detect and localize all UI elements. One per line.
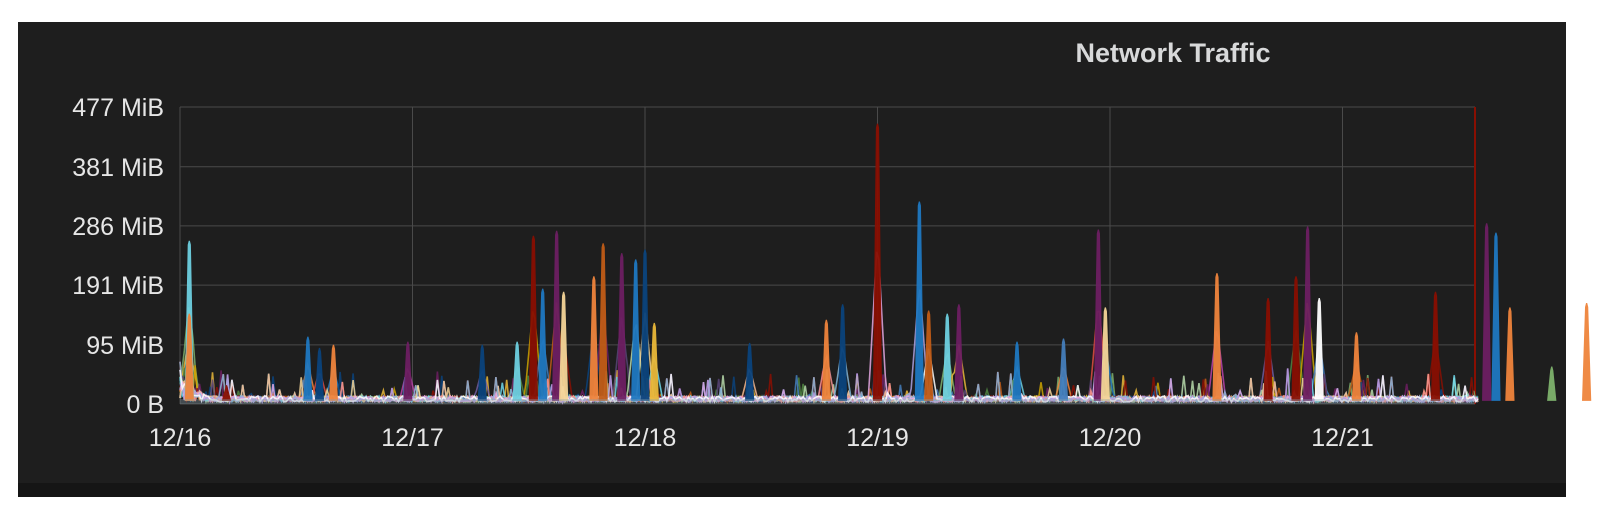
spike-mark — [403, 341, 413, 401]
spike-mark — [528, 235, 539, 401]
spike-mark — [1491, 232, 1501, 401]
y-tick-label: 286 MiB — [72, 213, 164, 241]
spike-mark — [598, 243, 608, 401]
spike-mark — [559, 291, 569, 401]
spike-mark — [1547, 366, 1557, 401]
chart-title: Network Traffic — [1075, 38, 1271, 68]
spike-mark — [872, 123, 883, 401]
spike-mark — [1012, 341, 1022, 401]
spike-mark — [640, 249, 650, 401]
spike-mark — [184, 313, 194, 401]
series-lines — [179, 251, 1479, 405]
spike-mark — [1303, 226, 1313, 401]
y-axis: 477 MiB 381 MiB 286 MiB 191 MiB 95 MiB 0 B — [72, 94, 164, 419]
spike-mark — [838, 304, 848, 401]
spike-mark — [1100, 307, 1110, 401]
spike-mark — [924, 310, 934, 401]
spike-mark — [631, 259, 641, 401]
spike-mark — [914, 201, 924, 401]
y-tick-label: 191 MiB — [72, 272, 164, 300]
y-tick-label: 477 MiB — [72, 94, 164, 122]
spike-mark — [1351, 332, 1362, 401]
spike-mark — [1582, 302, 1592, 401]
spike-marks — [180, 123, 1592, 404]
spike-mark — [1291, 276, 1301, 401]
spike-mark — [1058, 338, 1069, 401]
spike-mark — [552, 230, 562, 401]
x-tick-label: 12/21 — [1311, 424, 1374, 452]
spike-mark — [1093, 229, 1103, 401]
x-axis: 12/16 12/17 12/18 12/19 12/20 12/21 — [149, 424, 1374, 452]
spike-mark — [1314, 298, 1324, 401]
spike-mark — [744, 342, 755, 401]
y-tick-label: 381 MiB — [72, 154, 164, 182]
x-tick-label: 12/17 — [381, 424, 444, 452]
spike-mark — [821, 319, 831, 401]
spike-mark — [649, 322, 659, 401]
baseline-band — [180, 399, 1475, 404]
spike-mark — [538, 288, 548, 401]
y-tick-label: 0 B — [126, 391, 164, 419]
spike-mark — [942, 313, 952, 401]
spike-mark — [477, 344, 487, 401]
spike-mark — [1430, 291, 1441, 401]
x-tick-label: 12/16 — [149, 424, 212, 452]
spike-mark — [617, 253, 627, 401]
spike-mark — [303, 336, 313, 401]
x-tick-label: 12/18 — [614, 424, 677, 452]
spike-mark — [1263, 298, 1273, 401]
spike-mark — [328, 344, 339, 401]
spike-mark — [1482, 223, 1492, 401]
x-tick-label: 12/19 — [846, 424, 909, 452]
x-tick-label: 12/20 — [1079, 424, 1142, 452]
spike-mark — [1212, 273, 1222, 401]
spike-mark — [314, 347, 325, 401]
spike-mark — [512, 341, 522, 401]
spike-mark — [954, 304, 964, 401]
y-tick-label: 95 MiB — [86, 332, 164, 360]
spike-mark — [589, 276, 599, 401]
spike-mark — [221, 385, 232, 401]
spike-mark — [1505, 307, 1515, 401]
